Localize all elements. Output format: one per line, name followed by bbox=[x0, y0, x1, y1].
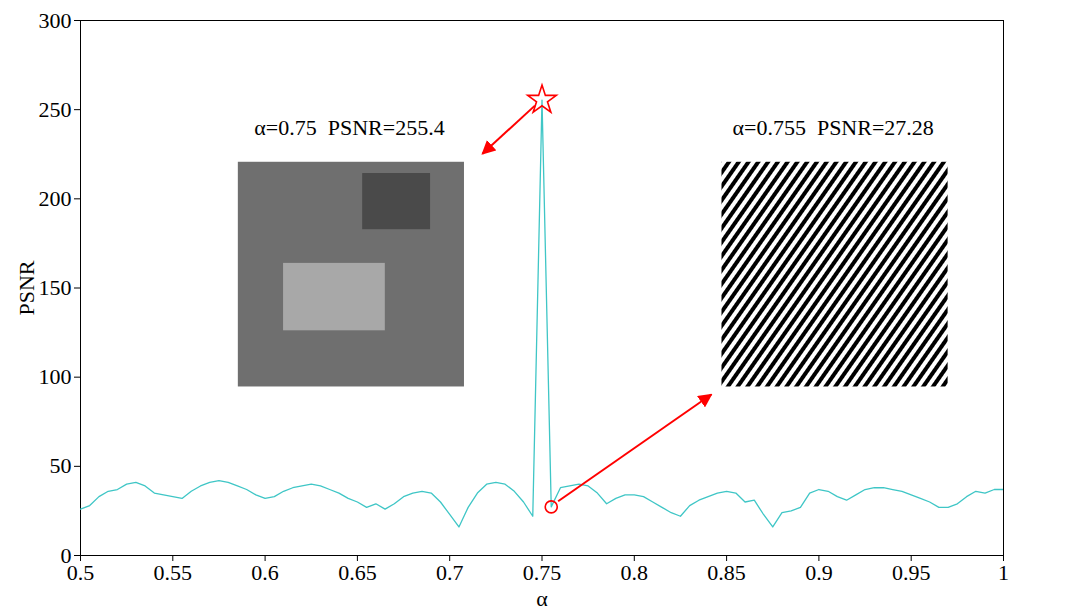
svg-text:0.9: 0.9 bbox=[805, 560, 833, 585]
svg-text:0.6: 0.6 bbox=[251, 560, 279, 585]
svg-text:0.5: 0.5 bbox=[67, 560, 95, 585]
svg-text:α=0.75 PSNR=255.4: α=0.75 PSNR=255.4 bbox=[254, 115, 444, 140]
svg-text:50: 50 bbox=[50, 453, 72, 478]
svg-text:100: 100 bbox=[39, 364, 72, 389]
svg-text:α=0.755 PSNR=27.28: α=0.755 PSNR=27.28 bbox=[732, 115, 933, 140]
svg-text:0.8: 0.8 bbox=[621, 560, 649, 585]
svg-text:1: 1 bbox=[998, 560, 1009, 585]
svg-text:0: 0 bbox=[60, 542, 72, 568]
svg-text:PSNR: PSNR bbox=[14, 260, 39, 315]
svg-text:0.95: 0.95 bbox=[892, 560, 931, 585]
svg-text:0.65: 0.65 bbox=[338, 560, 377, 585]
svg-text:250: 250 bbox=[39, 97, 72, 122]
svg-text:α: α bbox=[536, 586, 548, 610]
svg-text:0.55: 0.55 bbox=[154, 560, 193, 585]
svg-text:300: 300 bbox=[39, 8, 72, 33]
svg-text:200: 200 bbox=[39, 186, 72, 211]
svg-text:0.75: 0.75 bbox=[523, 560, 562, 585]
svg-text:0.7: 0.7 bbox=[436, 560, 464, 585]
svg-text:150: 150 bbox=[39, 275, 72, 300]
svg-text:0.85: 0.85 bbox=[707, 560, 746, 585]
